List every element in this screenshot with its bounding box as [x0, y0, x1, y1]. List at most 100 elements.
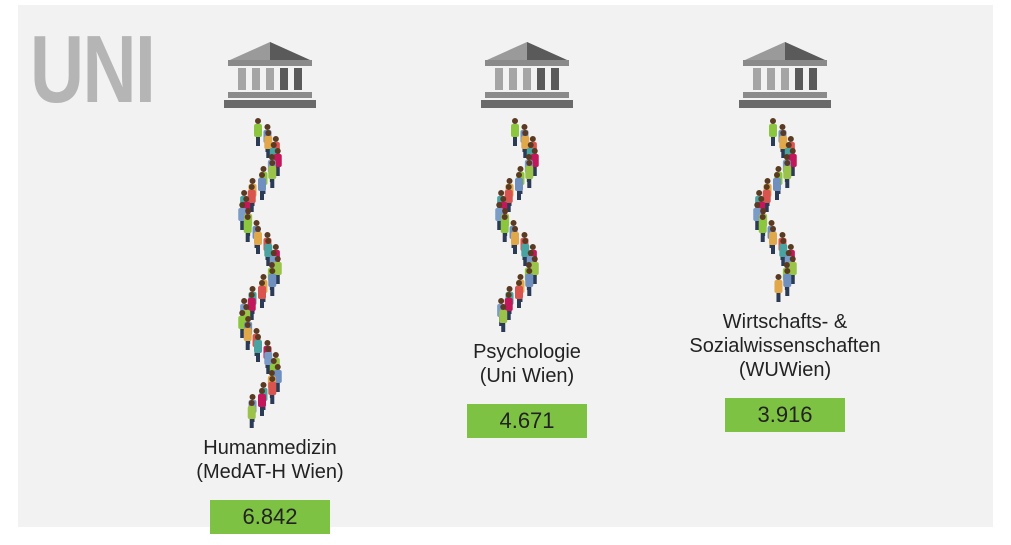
person-head	[521, 124, 527, 130]
person-head	[269, 154, 275, 160]
person-legs	[771, 136, 775, 146]
person-head	[500, 304, 506, 310]
person-head	[760, 214, 766, 220]
person-head	[788, 136, 794, 142]
person-head	[245, 322, 251, 328]
person-head	[498, 190, 504, 196]
person-head	[255, 226, 261, 232]
person-head	[500, 196, 506, 202]
column	[523, 68, 531, 90]
person-body	[779, 244, 787, 257]
column	[509, 68, 517, 90]
person-head	[775, 274, 781, 280]
person-head	[264, 124, 270, 130]
base-low	[739, 100, 831, 108]
person-head	[530, 244, 536, 250]
person-head	[780, 238, 786, 244]
column	[551, 68, 559, 90]
category-label: Humanmedizin (MedAT-H Wien)	[150, 436, 390, 484]
person-head	[754, 202, 760, 208]
person-legs	[533, 166, 537, 176]
person-legs	[256, 244, 260, 254]
person-legs	[246, 232, 250, 242]
column	[781, 68, 789, 90]
person-head	[784, 154, 790, 160]
person-head	[265, 238, 271, 244]
person-head	[502, 208, 508, 214]
entablature	[485, 60, 569, 66]
person-legs	[260, 190, 264, 200]
person-head	[758, 196, 764, 202]
person-body	[254, 124, 262, 137]
person-body	[248, 298, 256, 311]
person-head	[265, 346, 271, 352]
person-head	[243, 196, 249, 202]
column	[294, 68, 302, 90]
column	[753, 68, 761, 90]
queue	[495, 118, 539, 332]
person-head	[784, 160, 790, 166]
person-legs	[517, 298, 521, 308]
person-body	[244, 220, 252, 233]
person-legs	[240, 328, 244, 338]
category-label: Wirtschafts- & Sozialwissenschaften (WUW…	[665, 310, 905, 382]
person-head	[260, 166, 266, 172]
pediment-shade	[527, 42, 567, 60]
person-head	[243, 304, 249, 310]
person-head	[254, 220, 260, 226]
person-head	[249, 292, 255, 298]
person-head	[526, 262, 532, 268]
person-legs	[270, 178, 274, 188]
person-head	[784, 262, 790, 268]
person-body	[254, 340, 262, 353]
person-legs	[791, 274, 795, 284]
person-head	[245, 214, 251, 220]
column	[266, 68, 274, 90]
person-body	[511, 232, 519, 245]
person-head	[271, 142, 277, 148]
person-legs	[527, 286, 531, 296]
person-head	[273, 244, 279, 250]
person-body	[258, 286, 266, 299]
person-body	[521, 136, 529, 149]
person-legs	[497, 220, 501, 230]
person-head	[790, 148, 796, 154]
person-head	[264, 340, 270, 346]
person-head	[239, 310, 245, 316]
person-head	[273, 136, 279, 142]
person-body	[248, 190, 256, 203]
person-body	[515, 178, 523, 191]
queue	[238, 118, 282, 428]
person-legs	[276, 382, 280, 392]
person-body	[505, 298, 513, 311]
column	[238, 68, 246, 90]
person-legs	[771, 244, 775, 254]
person-head	[250, 286, 256, 292]
person-legs	[761, 232, 765, 242]
person-legs	[501, 322, 505, 332]
person-head	[786, 142, 792, 148]
column	[767, 68, 775, 90]
person-head	[269, 370, 275, 376]
person-body	[499, 310, 507, 323]
infographic: UNI Humanmedizin (MedAT-H Wien)6.842Psyc…	[0, 0, 1011, 545]
column	[795, 68, 803, 90]
person-legs	[533, 274, 537, 284]
person-legs	[785, 178, 789, 188]
person-head	[269, 262, 275, 268]
person-head	[255, 334, 261, 340]
person-body	[774, 280, 782, 293]
base	[485, 92, 569, 98]
person-head	[265, 130, 271, 136]
person-head	[512, 118, 518, 124]
person-legs	[270, 286, 274, 296]
person-legs	[755, 220, 759, 230]
person-head	[756, 190, 762, 196]
column	[537, 68, 545, 90]
person-legs	[785, 286, 789, 296]
person-head	[275, 364, 281, 370]
person-legs	[507, 310, 511, 320]
value-label: 4.671	[467, 404, 587, 438]
base	[743, 92, 827, 98]
column	[495, 68, 503, 90]
